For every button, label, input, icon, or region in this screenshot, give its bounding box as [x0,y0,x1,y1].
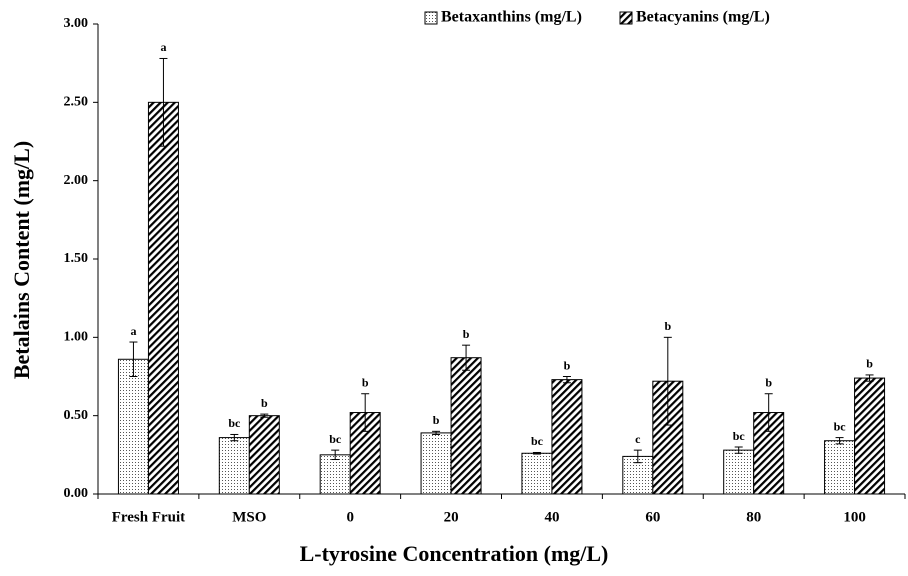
bar [723,449,755,495]
significance-letter: a [160,40,166,54]
bar [147,101,179,495]
significance-letter: b [765,375,772,389]
x-tick-label: 0 [346,509,354,525]
bar [521,452,553,495]
y-axis-label: Betalains Content (mg/L) [9,141,34,379]
y-tick-label: 2.50 [64,95,89,110]
significance-letter: bc [228,416,241,430]
x-tick-label: 100 [843,509,866,525]
x-tick-label: MSO [232,509,266,525]
y-tick-label: 1.00 [64,330,89,345]
significance-letter: bc [834,419,847,433]
bar [319,454,351,495]
bar [117,358,149,495]
bar [420,432,452,495]
x-tick-label: 60 [645,509,660,525]
bar [218,437,250,495]
bar [824,440,856,495]
significance-letter: c [635,432,641,446]
significance-letter: b [362,375,369,389]
y-tick-label: 0.00 [64,486,89,501]
legend-label: Betacyanins (mg/L) [636,9,770,26]
bar [551,379,583,495]
legend-label: Betaxanthins (mg/L) [441,9,582,26]
significance-letter: b [664,319,671,333]
significance-letter: bc [531,434,544,448]
bar [248,415,280,495]
significance-letter: b [564,358,571,372]
legend-swatch [424,11,438,25]
significance-letter: bc [329,432,342,446]
significance-letter: b [433,413,440,427]
x-tick-label: 40 [544,509,559,525]
y-tick-label: 1.50 [64,251,89,266]
significance-letter: b [866,357,873,371]
x-tick-label: 80 [746,509,761,525]
bar [450,357,482,495]
x-axis-label: L-tyrosine Concentration (mg/L) [300,541,609,566]
significance-letter: bc [733,429,746,443]
x-tick-label: Fresh Fruit [112,509,185,525]
y-tick-label: 3.00 [64,16,89,31]
bar [854,377,886,495]
significance-letter: a [130,324,136,338]
x-tick-label: 20 [444,509,459,525]
legend-swatch [619,11,633,25]
significance-letter: b [261,396,268,410]
y-tick-label: 2.00 [64,173,89,188]
significance-letter: b [463,327,470,341]
y-tick-label: 0.50 [64,408,89,423]
